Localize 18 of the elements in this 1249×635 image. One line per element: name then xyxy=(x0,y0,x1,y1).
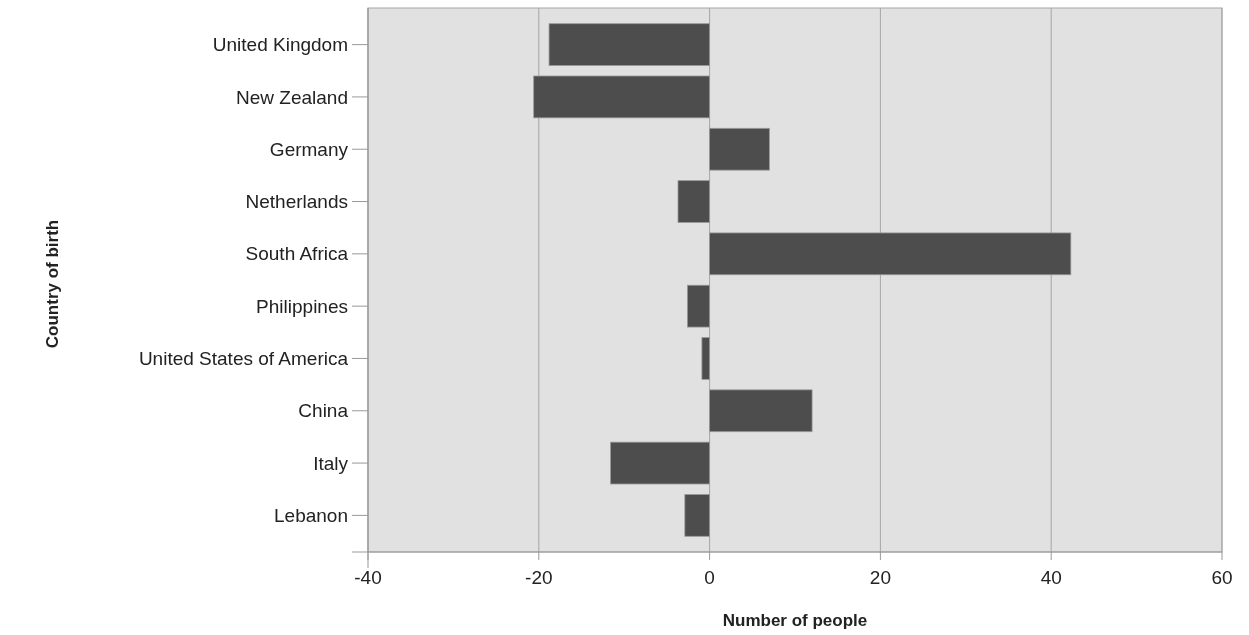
y-tick-label: Italy xyxy=(313,452,349,474)
y-axis-title: Country of birth xyxy=(43,219,62,349)
x-tick-label: 20 xyxy=(869,567,891,588)
y-tick-label: United Kingdom xyxy=(212,34,348,56)
y-tick-label: Germany xyxy=(269,138,349,160)
y-tick-label: United States of America xyxy=(138,348,349,370)
y-tick-label: China xyxy=(298,400,349,422)
y-tick-label: Lebanon xyxy=(274,505,348,527)
x-tick-label: 40 xyxy=(1040,567,1062,588)
y-tick-label: New Zealand xyxy=(236,86,348,108)
x-tick-label: -40 xyxy=(354,567,382,588)
x-axis-title: Number of people xyxy=(722,611,868,630)
y-tick-label: Netherlands xyxy=(245,191,348,213)
y-tick-label: South Africa xyxy=(245,243,349,265)
x-tick-label: 60 xyxy=(1211,567,1233,588)
x-tick-label: -20 xyxy=(525,567,553,588)
y-tick-label: Philippines xyxy=(256,295,348,317)
x-tick-label: 0 xyxy=(704,567,715,588)
